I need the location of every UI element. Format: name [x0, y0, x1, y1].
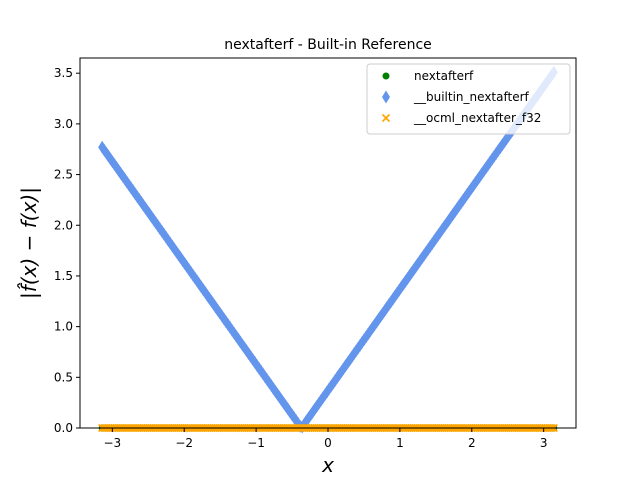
legend-marker [382, 90, 390, 104]
y-tick-label: 1.5 [54, 269, 73, 283]
x-tick-label: 2 [468, 436, 476, 450]
y-tick-label: 3.0 [54, 117, 73, 131]
chart-title: nextafterf - Built-in Reference [224, 37, 432, 53]
x-tick-label: 1 [396, 436, 404, 450]
y-tick-label: 3.5 [54, 66, 73, 80]
y-tick-label: 0.5 [54, 370, 73, 384]
legend-marker [381, 113, 391, 123]
axis-layer: −3 −2 −1 0 1 2 3 0.0 0.5 1.0 1.5 2.0 2.5 3.0 3.5 [54, 66, 548, 450]
legend-box [366, 63, 571, 135]
y-tick-label: 2.5 [54, 168, 73, 182]
legend-entry: __ocml_nextafter_f32 [381, 111, 541, 125]
legend-label: __ocml_nextafter_f32 [413, 111, 541, 125]
x-tick-label: −3 [103, 436, 121, 450]
y-axis-label: |f̂(x) − f(x)| [17, 187, 41, 299]
x-tick-label: 0 [324, 436, 332, 450]
y-tick-label: 1.0 [54, 320, 73, 334]
x-axis-label: x [321, 453, 334, 477]
y-tick-label: 0.0 [54, 421, 73, 435]
x-tick-label: −1 [247, 436, 265, 450]
legend-label: __builtin_nextafterf [413, 90, 530, 104]
x-tick-label: −2 [175, 436, 193, 450]
legend-label: nextafterf [414, 69, 474, 83]
x-tick-label: 3 [540, 436, 548, 450]
y-tick-label: 2.0 [54, 218, 73, 232]
legend: nextafterf __builtin_nextafterf __ocml_nex… [366, 63, 571, 135]
legend-entry: nextafterf [382, 69, 474, 83]
legend-marker [382, 72, 390, 80]
legend-entry: __builtin_nextafterf [382, 90, 530, 104]
